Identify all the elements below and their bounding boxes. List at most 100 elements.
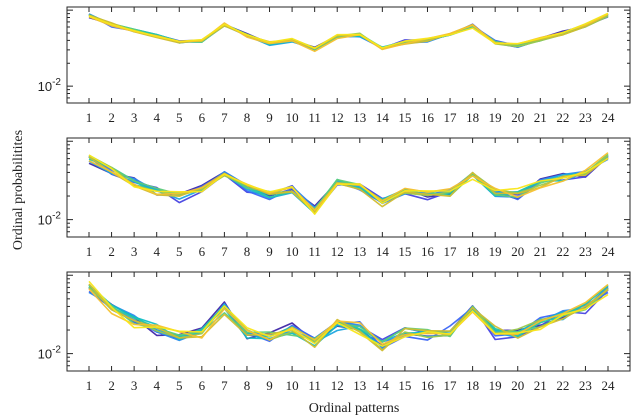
x-tick-label: 4: [153, 378, 160, 393]
axes-box: [66, 271, 631, 372]
x-tick-label: 10: [286, 244, 299, 259]
panel-3: 10-21 2 3 4 5 6 7 8 9 10 11 12 13 14 15 16 17 18 19 20 21 22 2…: [38, 271, 631, 393]
x-tick-label: 21: [534, 244, 547, 259]
series-line: [88, 284, 609, 344]
x-tick-label: 1: [86, 110, 93, 125]
x-tick-label: 20: [511, 378, 524, 393]
x-tick-label: 17: [444, 378, 458, 393]
x-tick-label: 18: [466, 110, 479, 125]
x-tick-label: 6: [199, 110, 206, 125]
x-tick-label: 14: [376, 378, 390, 393]
x-tick-label: 21: [534, 110, 547, 125]
series-line: [88, 12, 609, 50]
x-tick-label: 13: [353, 110, 366, 125]
panel-2: 10-21 2 3 4 5 6 7 8 9 10 11 12 13 14 15 16 17 18 19 20 21 22 2…: [38, 137, 631, 259]
series-line: [88, 15, 609, 51]
y-axis-label: Ordinal probabilitites: [11, 130, 26, 250]
x-tick-label: 9: [266, 110, 273, 125]
x-tick-label: 3: [131, 244, 138, 259]
x-tick-label: 8: [244, 244, 251, 259]
x-tick-label: 14: [376, 110, 390, 125]
x-tick-label: 19: [489, 378, 502, 393]
x-tick-label: 8: [244, 110, 251, 125]
y-tick-label: 10-2: [38, 345, 62, 362]
series-line: [88, 153, 609, 210]
x-tick-label: 7: [221, 110, 228, 125]
x-tick-label: 23: [579, 244, 592, 259]
series-line: [88, 13, 609, 51]
chart-panels: 10-21 2 3 4 5 6 7 8 9 10 11 12 13 14 15 16 17 18 19 20 21 22 2…: [38, 6, 631, 393]
x-tick-label: 5: [176, 110, 183, 125]
x-tick-label: 15: [398, 110, 411, 125]
x-tick-label: 16: [421, 110, 435, 125]
x-tick-label: 11: [308, 110, 321, 125]
x-tick-label: 2: [108, 378, 115, 393]
x-tick-label: 23: [579, 110, 592, 125]
x-tick-label: 6: [199, 378, 206, 393]
x-tick-label: 10: [286, 110, 299, 125]
series-line: [88, 287, 609, 347]
x-tick-label: 18: [466, 244, 479, 259]
series-line: [88, 13, 609, 53]
x-tick-label: 24: [602, 244, 616, 259]
axes-box: [66, 137, 631, 238]
series-line: [88, 287, 609, 351]
series-line: [88, 280, 609, 347]
x-tick-label: 22: [556, 110, 569, 125]
x-tick-label: 3: [131, 110, 138, 125]
x-tick-label: 23: [579, 378, 592, 393]
x-tick-label: 15: [398, 244, 411, 259]
x-tick-label: 15: [398, 378, 411, 393]
x-tick-label: 10: [286, 378, 299, 393]
y-tick-label: 10-2: [38, 77, 62, 94]
x-tick-label: 22: [556, 378, 569, 393]
x-tick-label: 4: [153, 244, 160, 259]
x-tick-label: 20: [511, 244, 524, 259]
series-line: [88, 284, 609, 348]
y-tick-label: 10-2: [38, 211, 62, 228]
x-tick-label: 1: [86, 378, 93, 393]
x-axis-label: Ordinal patterns: [309, 401, 400, 416]
series-line: [88, 155, 609, 207]
series-line: [88, 156, 609, 214]
x-tick-label: 5: [176, 244, 183, 259]
x-tick-label: 16: [421, 244, 435, 259]
x-tick-label: 19: [489, 110, 502, 125]
series-line: [88, 286, 609, 349]
x-tick-label: 13: [353, 244, 366, 259]
x-tick-label: 12: [331, 110, 344, 125]
x-tick-label: 24: [602, 378, 616, 393]
series-line: [88, 14, 609, 51]
x-tick-label: 9: [266, 244, 273, 259]
x-tick-label: 17: [444, 244, 458, 259]
panel-1: 10-21 2 3 4 5 6 7 8 9 10 11 12 13 14 15 16 17 18 19 20 21 22 2…: [38, 6, 631, 125]
x-tick-label: 17: [444, 110, 458, 125]
series-line: [88, 154, 609, 215]
x-tick-label: 11: [308, 244, 321, 259]
x-tick-label: 11: [308, 378, 321, 393]
x-tick-label: 21: [534, 378, 547, 393]
x-tick-label: 2: [108, 110, 115, 125]
x-tick-label: 7: [221, 244, 228, 259]
x-tick-label: 16: [421, 378, 435, 393]
x-tick-label: 22: [556, 244, 569, 259]
x-tick-label: 20: [511, 110, 524, 125]
x-tick-label: 12: [331, 378, 344, 393]
x-tick-label: 24: [602, 110, 616, 125]
x-tick-label: 12: [331, 244, 344, 259]
x-tick-label: 8: [244, 378, 251, 393]
axes-box: [66, 6, 631, 104]
x-tick-label: 14: [376, 244, 390, 259]
x-tick-label: 1: [86, 244, 93, 259]
x-tick-label: 13: [353, 378, 366, 393]
x-tick-label: 5: [176, 378, 183, 393]
x-tick-label: 3: [131, 378, 138, 393]
x-tick-label: 18: [466, 378, 479, 393]
x-tick-label: 7: [221, 378, 228, 393]
x-tick-label: 9: [266, 378, 273, 393]
x-tick-label: 2: [108, 244, 115, 259]
x-tick-label: 6: [199, 244, 206, 259]
series-line: [88, 283, 609, 352]
x-tick-label: 19: [489, 244, 502, 259]
